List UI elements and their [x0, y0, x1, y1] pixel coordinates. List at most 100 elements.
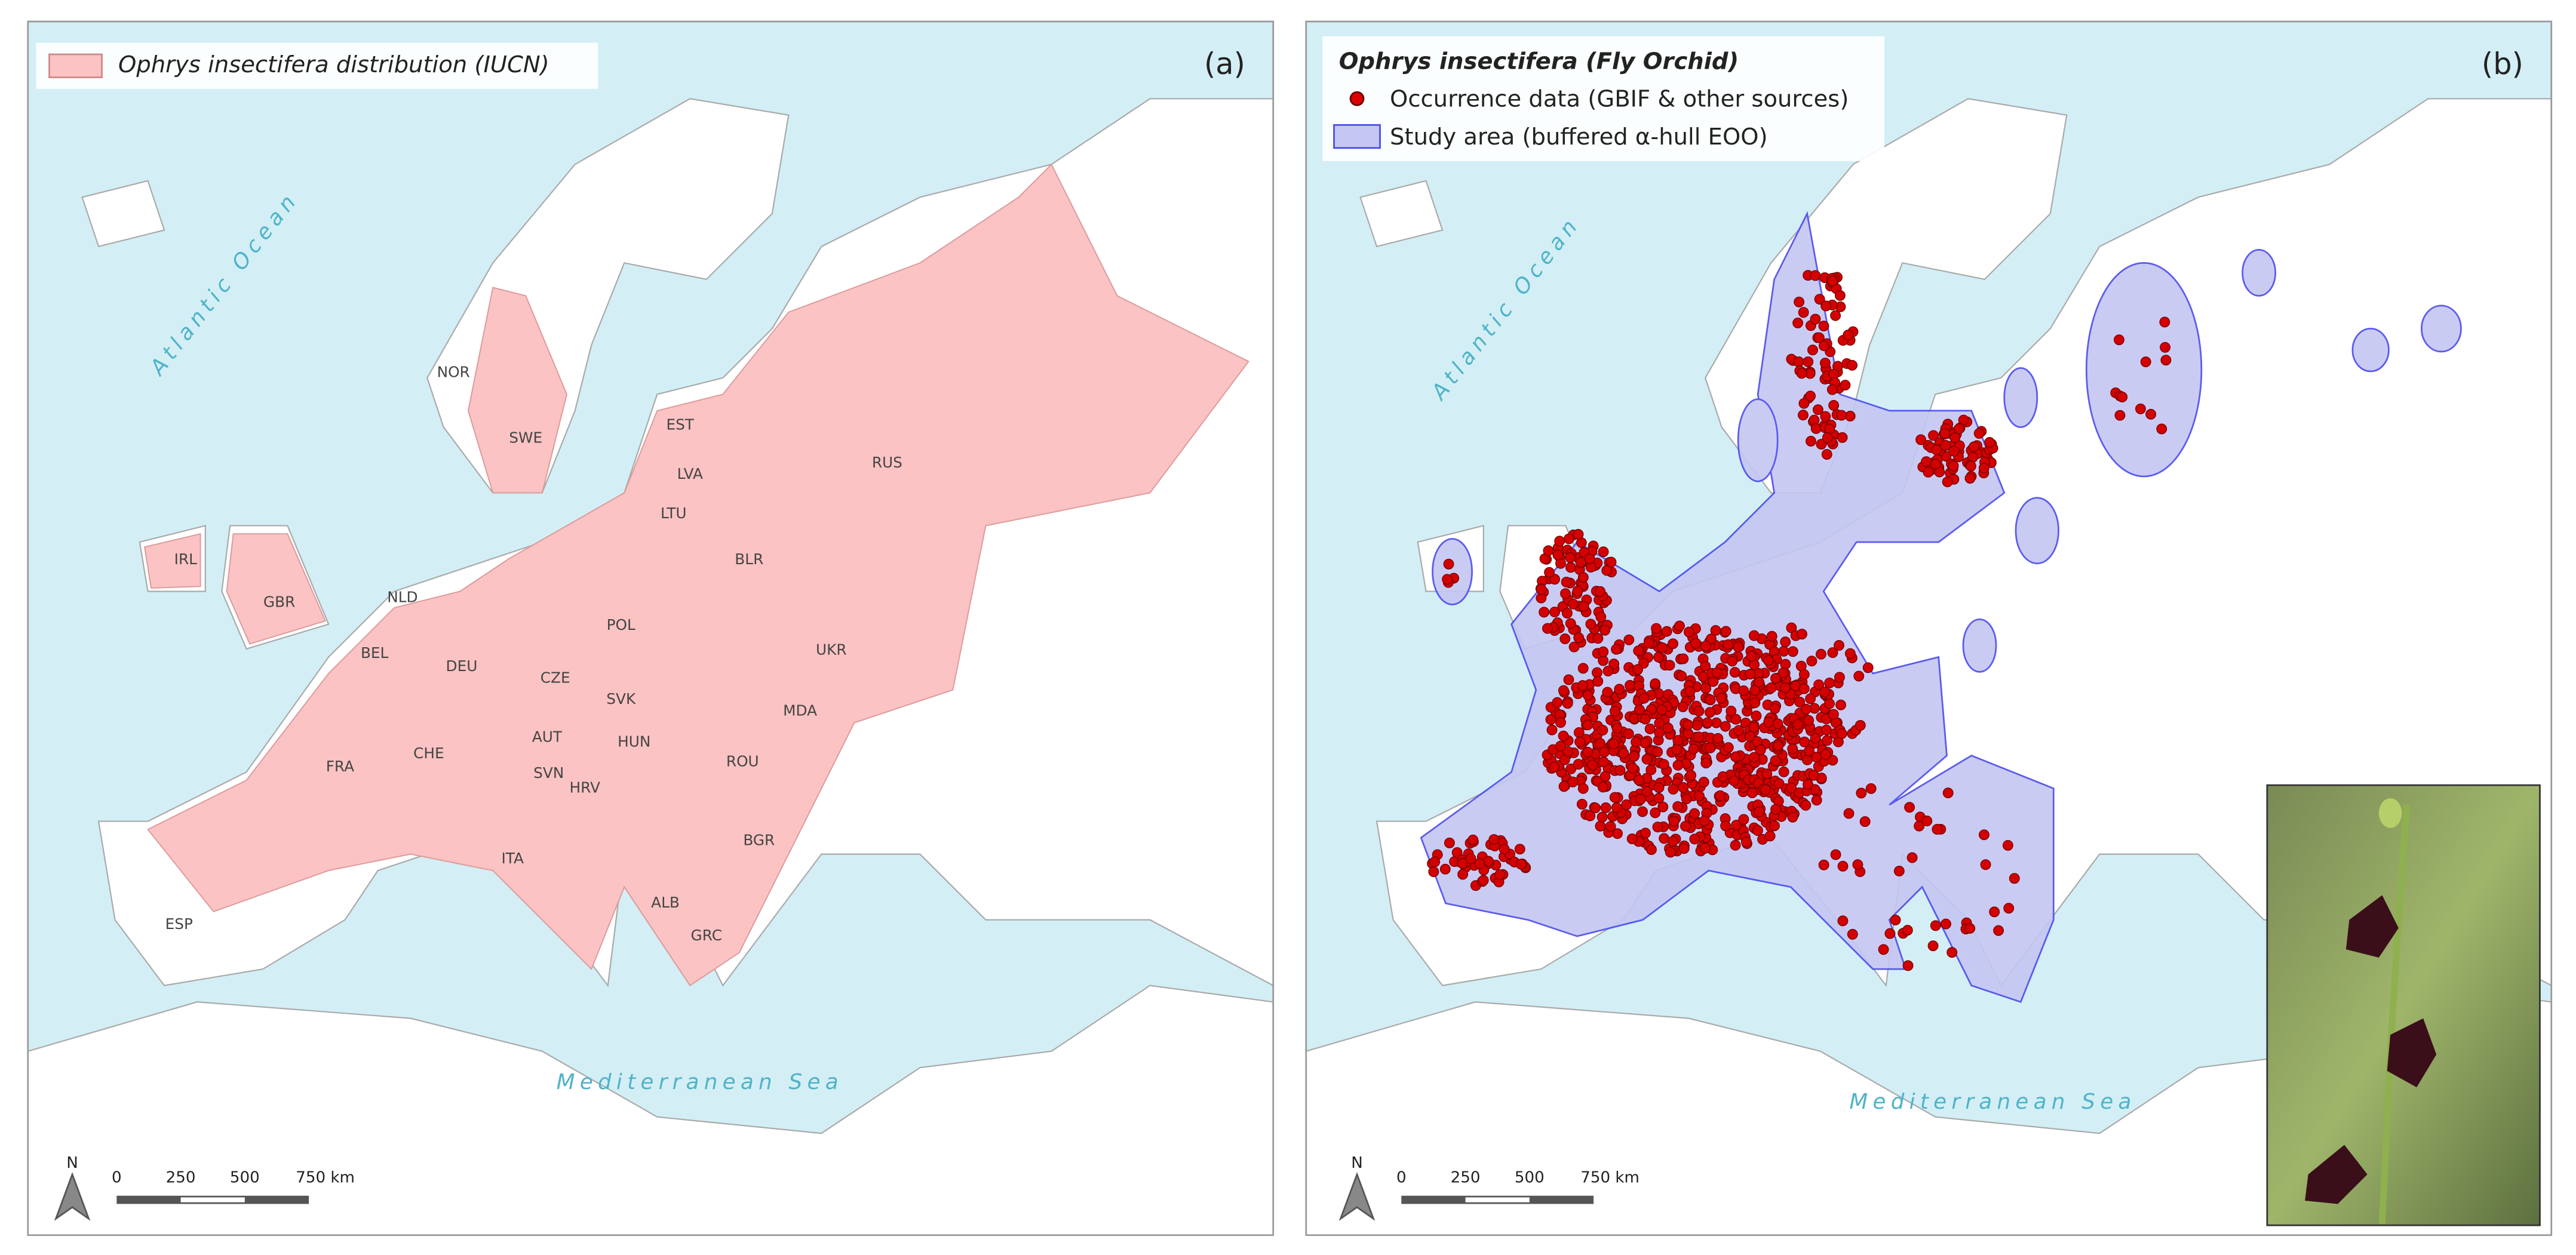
occurrence-point — [1555, 717, 1566, 728]
country-label: HRV — [570, 779, 600, 796]
occurrence-point — [1664, 660, 1675, 671]
occurrence-point — [1828, 709, 1839, 720]
occurrence-point — [1661, 626, 1672, 637]
occurrence-point — [1573, 529, 1584, 540]
north-arrow — [54, 1172, 91, 1221]
occurrence-point — [1611, 644, 1622, 655]
occurrence-point — [1844, 648, 1856, 659]
occurrence-point — [1478, 875, 1489, 886]
occurrence-point — [1720, 721, 1731, 732]
occurrence-point — [1865, 783, 1877, 794]
occurrence-point — [1824, 698, 1835, 709]
scale-label: 250 — [166, 1169, 196, 1187]
occurrence-point — [1678, 653, 1689, 665]
occurrence-point — [1659, 833, 1670, 844]
occurrence-point — [1836, 728, 1847, 739]
occurrence-point — [1853, 670, 1865, 682]
occurrence-point — [1559, 633, 1571, 644]
scale-label: 0 — [112, 1169, 122, 1187]
occurrence-point — [1902, 960, 1914, 971]
country-label: ALB — [651, 894, 680, 911]
occurrence-point — [1685, 770, 1697, 781]
country-label: UKR — [816, 641, 847, 659]
occurrence-point — [1574, 736, 1585, 748]
occurrence-point — [1585, 810, 1596, 822]
occurrence-point — [1808, 770, 1819, 781]
occurrence-point — [1671, 744, 1682, 755]
occurrence-point — [1558, 730, 1569, 742]
occurrence-point — [2002, 839, 2013, 851]
occurrence-point — [1786, 782, 1797, 793]
occurrence-point — [1623, 634, 1635, 645]
occurrence-point — [1592, 676, 1604, 687]
occurrence-point — [1733, 725, 1745, 736]
occurrence-point — [1738, 814, 1749, 825]
country-label: POL — [607, 616, 635, 633]
country-label: GBR — [263, 593, 295, 611]
country-label: BGR — [743, 832, 775, 849]
occurrence-point — [2003, 903, 2015, 914]
occurrences — [1427, 270, 2172, 971]
occurrence-point — [1657, 801, 1669, 813]
occurrence-point — [1819, 686, 1831, 697]
occurrence-point — [1639, 713, 1651, 725]
occurrence-point — [1562, 607, 1573, 619]
occurrence-point — [1949, 432, 1961, 443]
country-label: NLD — [387, 588, 417, 605]
occurrence-point — [1702, 717, 1713, 728]
occurrence-point — [1634, 704, 1645, 715]
occurrence-point — [1928, 430, 1939, 441]
occurrence-point — [1979, 829, 1989, 841]
occurrence-point — [1796, 368, 1807, 379]
occurrence-point — [1600, 802, 1611, 813]
occurrence-point — [1652, 746, 1663, 758]
occurrence-point — [1921, 816, 1933, 826]
occurrence-point — [1678, 843, 1690, 854]
occurrence-point — [1706, 633, 1717, 645]
occurrence-point — [1457, 869, 1469, 880]
panel-a: NOR SWE EST LVA LTU RUS BLR IRL GBR NLD BEL DEU POL C… — [27, 21, 1273, 1235]
occurrence-point — [1561, 577, 1572, 587]
occurrence-point — [1711, 717, 1722, 728]
occurrence-point — [1764, 830, 1776, 842]
distribution — [143, 163, 1249, 986]
occurrence-point — [1558, 781, 1570, 792]
occurrence-point — [2145, 408, 2157, 420]
country-label: DEU — [446, 657, 478, 675]
country-label: HUN — [618, 733, 650, 750]
occurrence-point — [1676, 670, 1687, 682]
occurrence-point — [1940, 439, 1951, 451]
occurrence-point — [1830, 849, 1841, 860]
occurrence-point — [1668, 638, 1678, 650]
photo-inset — [2266, 784, 2541, 1226]
occurrence-point — [1780, 636, 1791, 647]
occurrence-point — [1946, 947, 1958, 958]
occurrence-point — [1582, 690, 1594, 701]
occurrence-point — [1902, 925, 1913, 936]
occurrence-point — [1693, 731, 1705, 743]
occurrence-point — [1834, 672, 1845, 683]
occurrence-point — [1852, 859, 1863, 870]
occurrence-point — [1705, 742, 1716, 753]
occurrence-point — [1558, 685, 1569, 696]
occurrence-point — [1700, 842, 1711, 854]
country-label: SWE — [509, 429, 542, 447]
occurrence-point — [1611, 802, 1622, 813]
occurrence-point — [1668, 783, 1679, 795]
occurrence-point — [1989, 906, 2000, 918]
occurrence-point — [1942, 788, 1954, 798]
occurrence-point — [1778, 645, 1789, 657]
occurrence-point — [1602, 665, 1614, 676]
occurrence-point — [1565, 562, 1576, 573]
occurrence-point — [1827, 275, 1838, 287]
occurrence-point — [1748, 722, 1760, 733]
occurrence-point — [1798, 398, 1810, 409]
occurrence-point — [1562, 698, 1573, 709]
occurrence-point — [1644, 723, 1656, 734]
occurrence-point — [1816, 439, 1827, 450]
occurrence-point — [1733, 641, 1744, 653]
occurrence-point — [1923, 466, 1934, 478]
occurrence-point — [1822, 432, 1833, 443]
occurrence-point — [1611, 722, 1623, 734]
occurrence-point — [1599, 625, 1611, 636]
